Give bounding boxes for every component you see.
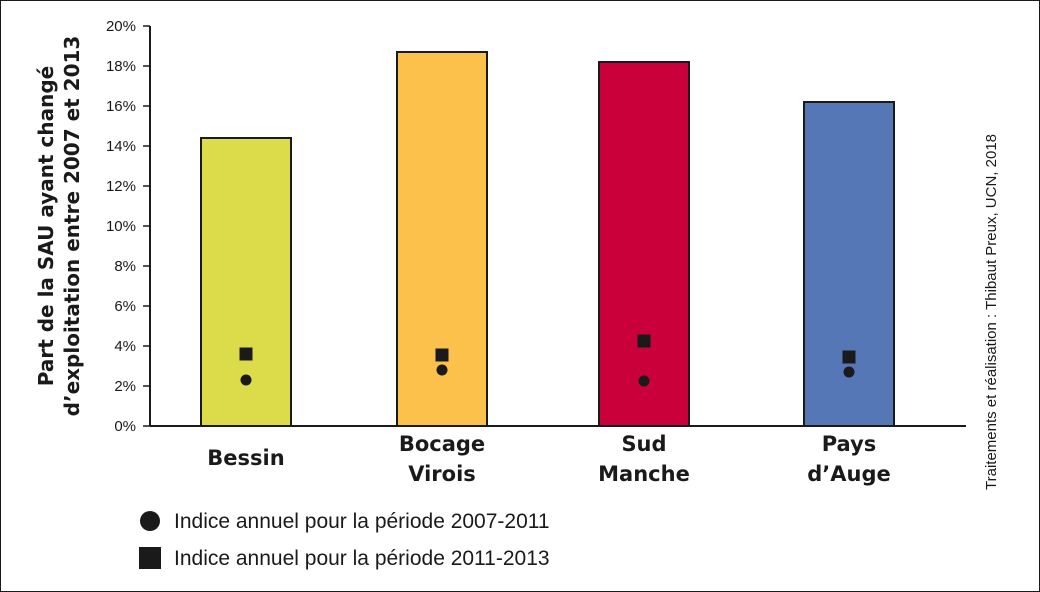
credit-text: Traitements et réalisation : Thibaut Pre… [983,134,1000,490]
legend-square-symbol [139,547,161,569]
y-tick-label: 20% [106,18,136,35]
y-axis-label-line: d’exploitation entre 2007 et 2013 [60,36,84,417]
y-tick-label: 2% [114,378,136,395]
category-label: d’Auge [807,462,891,486]
marker-circle [240,374,252,386]
marker-circle [638,375,650,387]
category-labels: Bessin Bocage Virois Sud Manche Pays d’Auge [207,432,890,486]
marker-square [435,348,449,362]
marker-circle [436,364,448,376]
marker-square [239,347,253,361]
marker-circle [843,366,855,378]
bar [598,61,690,427]
category-label: Manche [598,462,690,486]
y-axis-label-line: Part de la SAU ayant changé [34,66,58,387]
y-tick-label: 0% [114,418,136,435]
legend: Indice annuel pour la période 2007-2011 I… [139,510,550,570]
legend-label: Indice annuel pour la période 2011-2013 [174,547,550,570]
bar [396,51,488,427]
category-label: Sud [621,432,666,456]
y-tick-label: 8% [114,258,136,275]
y-tick-label: 6% [114,298,136,315]
category-label: Bocage [399,432,485,456]
legend-label: Indice annuel pour la période 2007-2011 [174,510,550,533]
y-tick-label: 4% [114,338,136,355]
y-tick-label: 16% [106,98,136,115]
y-tick-label: 10% [106,218,136,235]
y-tick-label: 14% [106,138,136,155]
y-tick-label: 18% [106,58,136,75]
category-label: Virois [408,462,476,486]
marker-square [842,350,856,364]
marker-square [637,334,651,348]
bars [200,51,895,427]
y-tick-label: 12% [106,178,136,195]
markers [239,334,856,387]
category-label: Bessin [207,446,284,470]
category-label: Pays [822,432,877,456]
legend-circle-symbol [140,511,160,531]
y-axis-label: Part de la SAU ayant changé d’exploitatio… [34,36,84,417]
